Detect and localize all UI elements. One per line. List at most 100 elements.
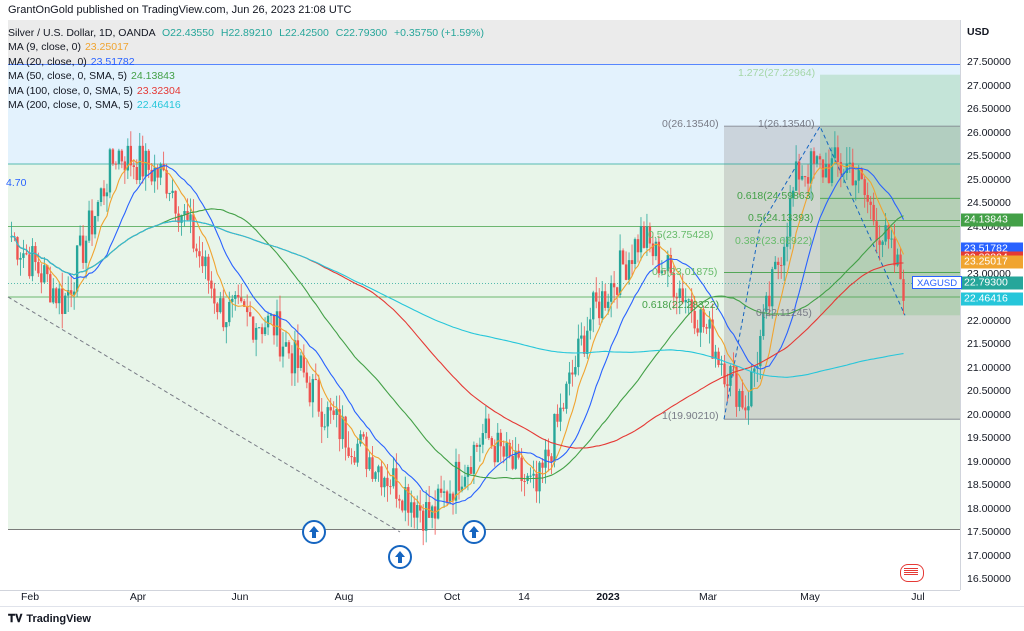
candle	[586, 316, 589, 359]
candle	[314, 363, 317, 381]
candle	[132, 159, 135, 180]
candle	[589, 307, 592, 340]
candle	[424, 490, 428, 543]
candle	[818, 153, 822, 168]
candle	[296, 324, 300, 383]
candle	[711, 303, 714, 359]
candle	[839, 153, 843, 188]
candle	[565, 381, 568, 414]
candle	[562, 402, 565, 412]
candle	[639, 217, 643, 261]
candle	[257, 327, 261, 329]
currency-label: USD	[967, 26, 990, 38]
candle	[75, 245, 79, 297]
candle	[380, 460, 383, 496]
candle	[875, 207, 878, 253]
candle	[612, 271, 616, 303]
candle	[523, 473, 526, 497]
candle	[234, 291, 237, 311]
candle	[64, 292, 67, 315]
candle	[735, 366, 738, 417]
candle	[84, 235, 88, 279]
candle	[371, 445, 374, 482]
price-label: 22.46416	[961, 292, 1023, 306]
candle	[490, 436, 493, 449]
candle	[436, 484, 440, 520]
candle	[260, 323, 264, 344]
candle	[484, 406, 488, 439]
candle	[120, 148, 124, 169]
candle	[168, 192, 171, 202]
candle	[40, 263, 43, 294]
candle	[177, 206, 180, 232]
candle	[794, 145, 798, 191]
candle	[556, 404, 559, 428]
candle	[213, 282, 216, 314]
candle	[114, 161, 118, 170]
price-tick: 19.00000	[967, 455, 1011, 468]
candle	[174, 190, 177, 222]
fib-label: 1(19.90210)	[662, 410, 719, 422]
candle	[419, 490, 422, 523]
candle	[723, 355, 726, 388]
tradingview-logo[interactable]: 𝐓𝐕 TradingView	[8, 613, 91, 626]
candle	[335, 395, 338, 428]
candle	[374, 471, 377, 482]
candle	[251, 316, 255, 343]
candle	[642, 221, 646, 249]
candle	[592, 290, 595, 333]
candle	[275, 299, 279, 347]
ma-legend-row[interactable]: MA (100, close, 0, SMA, 5) 23.32304	[8, 84, 484, 98]
candle	[765, 292, 768, 319]
price-tick: 27.00000	[967, 79, 1011, 92]
price-label: 23.25017	[961, 255, 1023, 269]
candle	[245, 294, 249, 327]
candle	[532, 460, 535, 489]
candle	[827, 149, 831, 184]
candle	[741, 379, 744, 410]
price-tick: 20.50000	[967, 385, 1011, 397]
candle	[78, 225, 82, 247]
price-tick: 24.50000	[967, 197, 1011, 209]
candle	[320, 397, 323, 444]
candle	[263, 317, 267, 337]
ma-legend-row[interactable]: MA (9, close, 0) 23.25017	[8, 40, 484, 54]
candle	[860, 167, 863, 180]
time-tick: Jun	[231, 591, 249, 603]
time-tick: 2023	[596, 591, 620, 603]
candle	[90, 199, 94, 247]
ma-label: MA (200, close, 0, SMA, 5)	[8, 99, 133, 112]
candle	[645, 213, 649, 257]
chart-area[interactable]	[0, 20, 960, 590]
candle	[269, 312, 273, 324]
candle	[633, 237, 637, 270]
candle	[866, 182, 869, 214]
candle	[595, 277, 598, 309]
up-arrow-icon	[388, 545, 412, 569]
candle	[878, 225, 881, 261]
price-tick: 26.50000	[967, 103, 1011, 115]
candle	[627, 252, 631, 285]
ma-legend-row[interactable]: MA (20, close, 0) 23.51782	[8, 55, 484, 69]
ma-legend-row[interactable]: MA (50, close, 0, SMA, 5) 24.13843	[8, 69, 484, 83]
candle	[598, 288, 601, 326]
up-arrow-icon	[462, 520, 486, 544]
candle	[302, 344, 306, 378]
us-flag-icon[interactable]	[900, 564, 924, 582]
candle	[663, 269, 667, 275]
candle	[568, 361, 571, 396]
price-tick: 18.50000	[967, 479, 1011, 491]
candle	[150, 162, 153, 186]
price-axis[interactable]: USD 27.50000 27.00000 26.50000 26.00000 25.5…	[960, 20, 1024, 590]
ohlc-row: Silver / U.S. Dollar, 1D, OANDA O22.4355…	[8, 26, 484, 40]
candle	[189, 198, 192, 234]
tv-icon: 𝐓𝐕	[8, 613, 23, 625]
time-axis[interactable]: Feb Apr Jun Aug Oct 14 2023 Mar May Jul	[0, 590, 960, 607]
candle	[96, 199, 100, 222]
candle	[872, 192, 875, 226]
candle	[797, 153, 801, 195]
ma-legend-row[interactable]: MA (200, close, 0, SMA, 5) 22.46416	[8, 98, 484, 112]
candle	[541, 458, 544, 484]
candle	[529, 467, 532, 483]
price-tick: 27.50000	[967, 56, 1011, 68]
